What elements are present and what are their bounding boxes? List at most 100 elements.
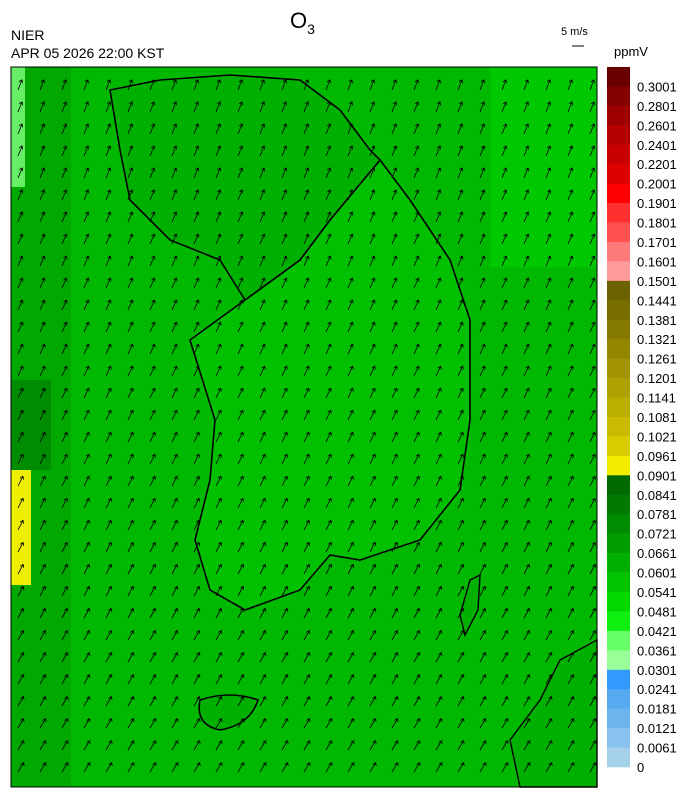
wind-arrow-head (218, 718, 223, 723)
wind-arrow-head (548, 608, 553, 612)
wind-arrow-head (592, 630, 597, 634)
wind-arrow (347, 365, 354, 377)
wind-arrow (39, 299, 45, 311)
wind-arrow (171, 564, 178, 575)
wind-arrow-head (284, 696, 289, 701)
wind-arrow (83, 343, 90, 355)
wind-arrow-head (327, 189, 332, 194)
wind-arrow (457, 167, 463, 179)
wind-arrow-head (262, 674, 267, 679)
wind-arrow (171, 586, 178, 597)
wind-arrow (479, 123, 485, 135)
wind-arrow (171, 255, 177, 267)
wind-arrow-head (84, 101, 89, 106)
wind-arrow (457, 453, 464, 465)
colorbar-label: 0.1501 (637, 274, 677, 289)
wind-arrow-head (570, 674, 575, 679)
wind-arrow-head (86, 696, 91, 701)
wind-arrow-head (240, 696, 245, 701)
wind-arrow (127, 608, 134, 619)
wind-arrow-head (482, 762, 487, 767)
wind-arrow (193, 299, 199, 311)
wind-arrow-head (261, 211, 266, 216)
wind-arrow (567, 255, 573, 267)
wind-arrow (39, 586, 46, 597)
wind-arrow (545, 409, 552, 421)
wind-arrow-head (85, 497, 90, 502)
wind-arrow (457, 255, 463, 267)
wind-arrow (259, 277, 265, 289)
wind-arrow (149, 630, 156, 641)
wind-arrow (369, 343, 376, 355)
wind-arrow-head (349, 343, 354, 348)
wind-arrow (435, 520, 442, 531)
wind-arrow (281, 255, 287, 267)
wind-arrow (281, 299, 287, 311)
nw-field (11, 67, 25, 187)
wind-arrow (61, 740, 68, 751)
wind-arrow (589, 696, 596, 707)
wind-arrow-head (85, 211, 90, 216)
wind-arrow-head (261, 409, 266, 414)
wind-arrow (457, 542, 464, 553)
wind-arrow-head (238, 123, 244, 128)
wind-arrow-head (196, 696, 201, 701)
wind-arrow (17, 453, 24, 465)
wind-arrow (83, 431, 90, 443)
wind-arrow (479, 299, 485, 311)
wind-arrow-head (129, 409, 134, 414)
wind-arrow-head (173, 563, 179, 568)
wind-arrow (215, 123, 221, 135)
wind-arrow-head (503, 519, 508, 524)
wind-arrow-head (304, 123, 310, 128)
wind-arrow-head (504, 586, 509, 590)
colorbar-swatch (607, 164, 630, 184)
wind-arrow-head (437, 299, 442, 304)
wind-arrow-head (393, 431, 398, 436)
wind-arrow-head (85, 409, 90, 414)
wind-arrow (83, 277, 89, 289)
wind-arrow-head (196, 740, 201, 745)
wind-arrow (83, 740, 90, 751)
wind-arrow-head (62, 79, 67, 84)
wind-arrow (523, 762, 531, 773)
wind-arrow-head (86, 652, 91, 656)
wind-arrow-head (284, 740, 289, 745)
wind-arrow (171, 299, 177, 311)
wind-arrow-head (547, 541, 553, 546)
wind-arrow-head (152, 718, 157, 723)
wind-arrow-head (63, 299, 68, 304)
wind-arrow-head (348, 145, 354, 150)
wind-arrow-head (63, 387, 68, 392)
wind-arrow (61, 542, 68, 553)
wind-arrow (237, 520, 244, 531)
wind-arrow-head (460, 674, 465, 679)
colorbar-swatch (607, 319, 630, 340)
wind-arrow-head (328, 718, 333, 723)
wind-arrow (369, 586, 376, 597)
wind-arrow-head (591, 431, 596, 436)
wind-arrow-head (85, 255, 90, 260)
wind-arrow-head (481, 541, 487, 546)
wind-arrow-head (218, 740, 223, 745)
wind-arrow (105, 542, 112, 553)
wind-arrow-head (371, 431, 376, 436)
wind-arrow (413, 365, 420, 377)
wind-arrow-head (569, 409, 574, 414)
wind-arrow-head (393, 475, 398, 480)
wind-arrow (17, 718, 24, 729)
wind-arrow-head (107, 497, 112, 502)
wind-arrow (479, 365, 486, 377)
wind-arrow-head (85, 167, 90, 172)
wind-arrow (523, 145, 529, 157)
wind-arrow-head (283, 431, 288, 436)
wind-arrow (303, 564, 310, 575)
wind-arrow-head (436, 123, 442, 128)
wind-arrow-head (547, 563, 553, 568)
wind-arrow (347, 520, 354, 531)
wind-arrow (347, 431, 354, 443)
wind-arrow-head (326, 145, 332, 150)
wind-arrow (567, 79, 573, 91)
wind-arrow (589, 277, 595, 289)
